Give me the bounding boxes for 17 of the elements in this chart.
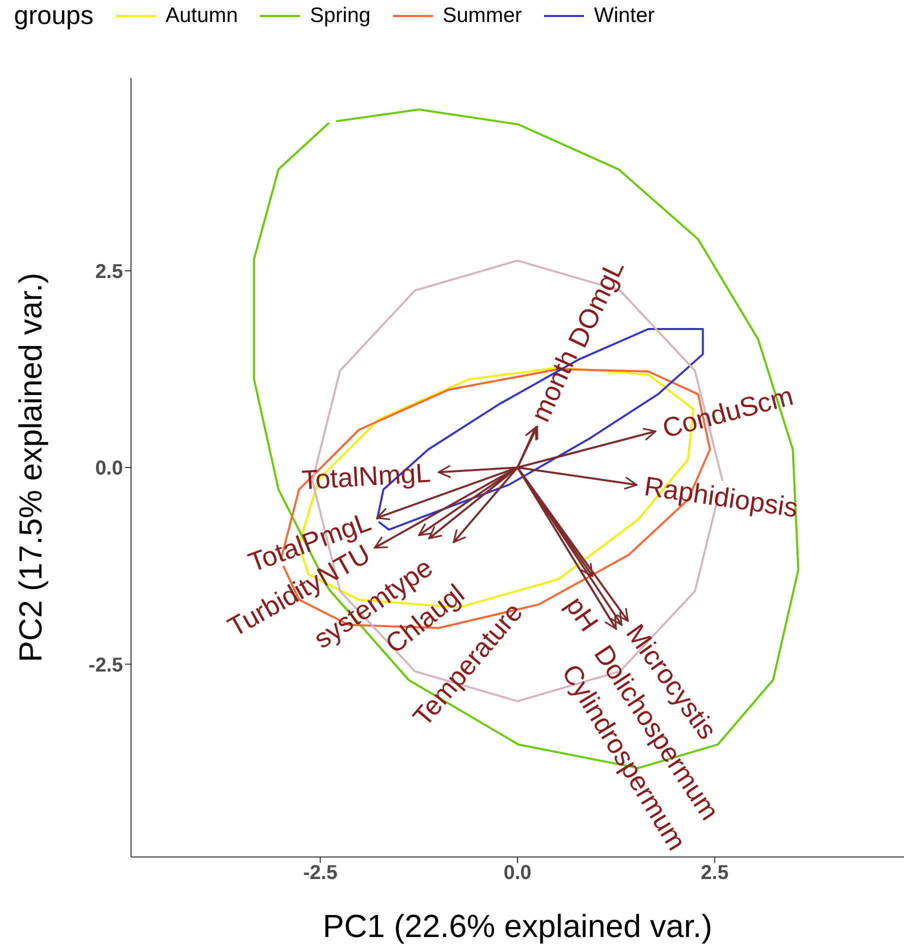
x-tick-label: 2.5 (700, 862, 729, 884)
legend-label: Spring (310, 4, 371, 28)
x-tick-label: 0.0 (504, 862, 532, 884)
legend-label: Winter (594, 4, 655, 28)
y-tick-label: -2.5 (88, 654, 123, 676)
y-tick-label: 0.0 (95, 458, 123, 480)
x-axis-title: PC1 (22.6% explained var.) (322, 908, 712, 944)
y-axis-title: PC2 (17.5% explained var.) (12, 272, 48, 662)
legend-label: Autumn (166, 4, 238, 28)
annotation: Raphidiopsis (642, 471, 800, 524)
annotation: ConduScm (659, 380, 796, 444)
legend-title: groups (14, 0, 94, 31)
x-tick-label: -2.5 (303, 862, 338, 884)
annotation: pH (560, 591, 604, 637)
annotation: TotalNmgL (300, 458, 432, 496)
legend-label: Summer (442, 4, 522, 28)
y-tick-label: 2.5 (95, 260, 123, 283)
